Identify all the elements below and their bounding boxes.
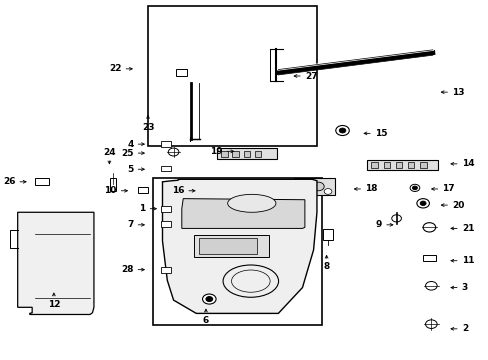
Bar — [153, 178, 321, 325]
Text: 19: 19 — [210, 147, 223, 156]
Text: 2: 2 — [461, 324, 467, 333]
Polygon shape — [18, 212, 94, 315]
Polygon shape — [182, 199, 304, 228]
Bar — [161, 141, 170, 147]
Circle shape — [425, 282, 436, 290]
Text: 6: 6 — [203, 316, 209, 325]
Bar — [35, 178, 48, 185]
Bar — [148, 6, 316, 146]
Bar — [323, 229, 332, 240]
Text: 12: 12 — [47, 300, 60, 309]
Circle shape — [324, 189, 331, 194]
Text: 11: 11 — [461, 256, 473, 265]
Text: 9: 9 — [375, 220, 381, 229]
Bar — [217, 148, 277, 159]
Bar — [176, 69, 187, 76]
Ellipse shape — [227, 194, 275, 212]
Bar — [198, 238, 256, 254]
Bar — [371, 162, 378, 168]
Polygon shape — [162, 179, 316, 314]
Circle shape — [335, 126, 348, 135]
Circle shape — [312, 182, 324, 191]
Bar — [193, 235, 268, 257]
Bar — [254, 151, 261, 157]
Bar — [243, 151, 250, 157]
Circle shape — [419, 201, 425, 206]
Bar — [161, 166, 170, 171]
Text: 24: 24 — [103, 148, 116, 157]
Bar — [383, 162, 389, 168]
Text: 10: 10 — [104, 186, 117, 195]
Text: 18: 18 — [365, 184, 377, 193]
Circle shape — [339, 128, 345, 133]
Text: 14: 14 — [461, 159, 473, 168]
Bar — [221, 151, 227, 157]
Circle shape — [425, 320, 436, 328]
Bar — [419, 162, 426, 168]
Circle shape — [391, 215, 401, 222]
Text: 8: 8 — [323, 262, 329, 271]
Bar — [138, 187, 148, 193]
Text: 15: 15 — [374, 129, 386, 138]
Circle shape — [412, 186, 416, 190]
Bar — [161, 221, 170, 226]
Circle shape — [205, 297, 212, 302]
Circle shape — [168, 148, 179, 156]
Text: 5: 5 — [127, 165, 133, 174]
Bar — [395, 162, 402, 168]
Text: 4: 4 — [127, 140, 133, 149]
Text: 21: 21 — [461, 224, 473, 233]
Circle shape — [409, 184, 419, 192]
Bar — [407, 162, 414, 168]
Text: 16: 16 — [171, 186, 184, 195]
Bar — [109, 178, 116, 190]
Circle shape — [202, 294, 216, 304]
Text: 7: 7 — [127, 220, 133, 229]
Circle shape — [298, 182, 309, 191]
Bar — [231, 151, 238, 157]
Bar — [366, 160, 437, 170]
Text: 3: 3 — [461, 283, 467, 292]
Text: 28: 28 — [121, 265, 133, 274]
Circle shape — [416, 199, 428, 208]
Bar — [161, 206, 170, 212]
Text: 1: 1 — [139, 204, 145, 213]
Text: 22: 22 — [109, 64, 121, 73]
Bar — [161, 267, 170, 273]
Text: 13: 13 — [451, 87, 464, 96]
Circle shape — [422, 223, 435, 232]
Text: 17: 17 — [442, 184, 454, 193]
Text: 25: 25 — [121, 149, 133, 158]
Text: 26: 26 — [3, 177, 15, 186]
Text: 20: 20 — [451, 201, 464, 210]
Bar — [210, 187, 220, 193]
Bar — [422, 256, 435, 261]
Bar — [294, 178, 335, 195]
Text: 23: 23 — [142, 123, 154, 132]
Text: 27: 27 — [304, 72, 317, 81]
